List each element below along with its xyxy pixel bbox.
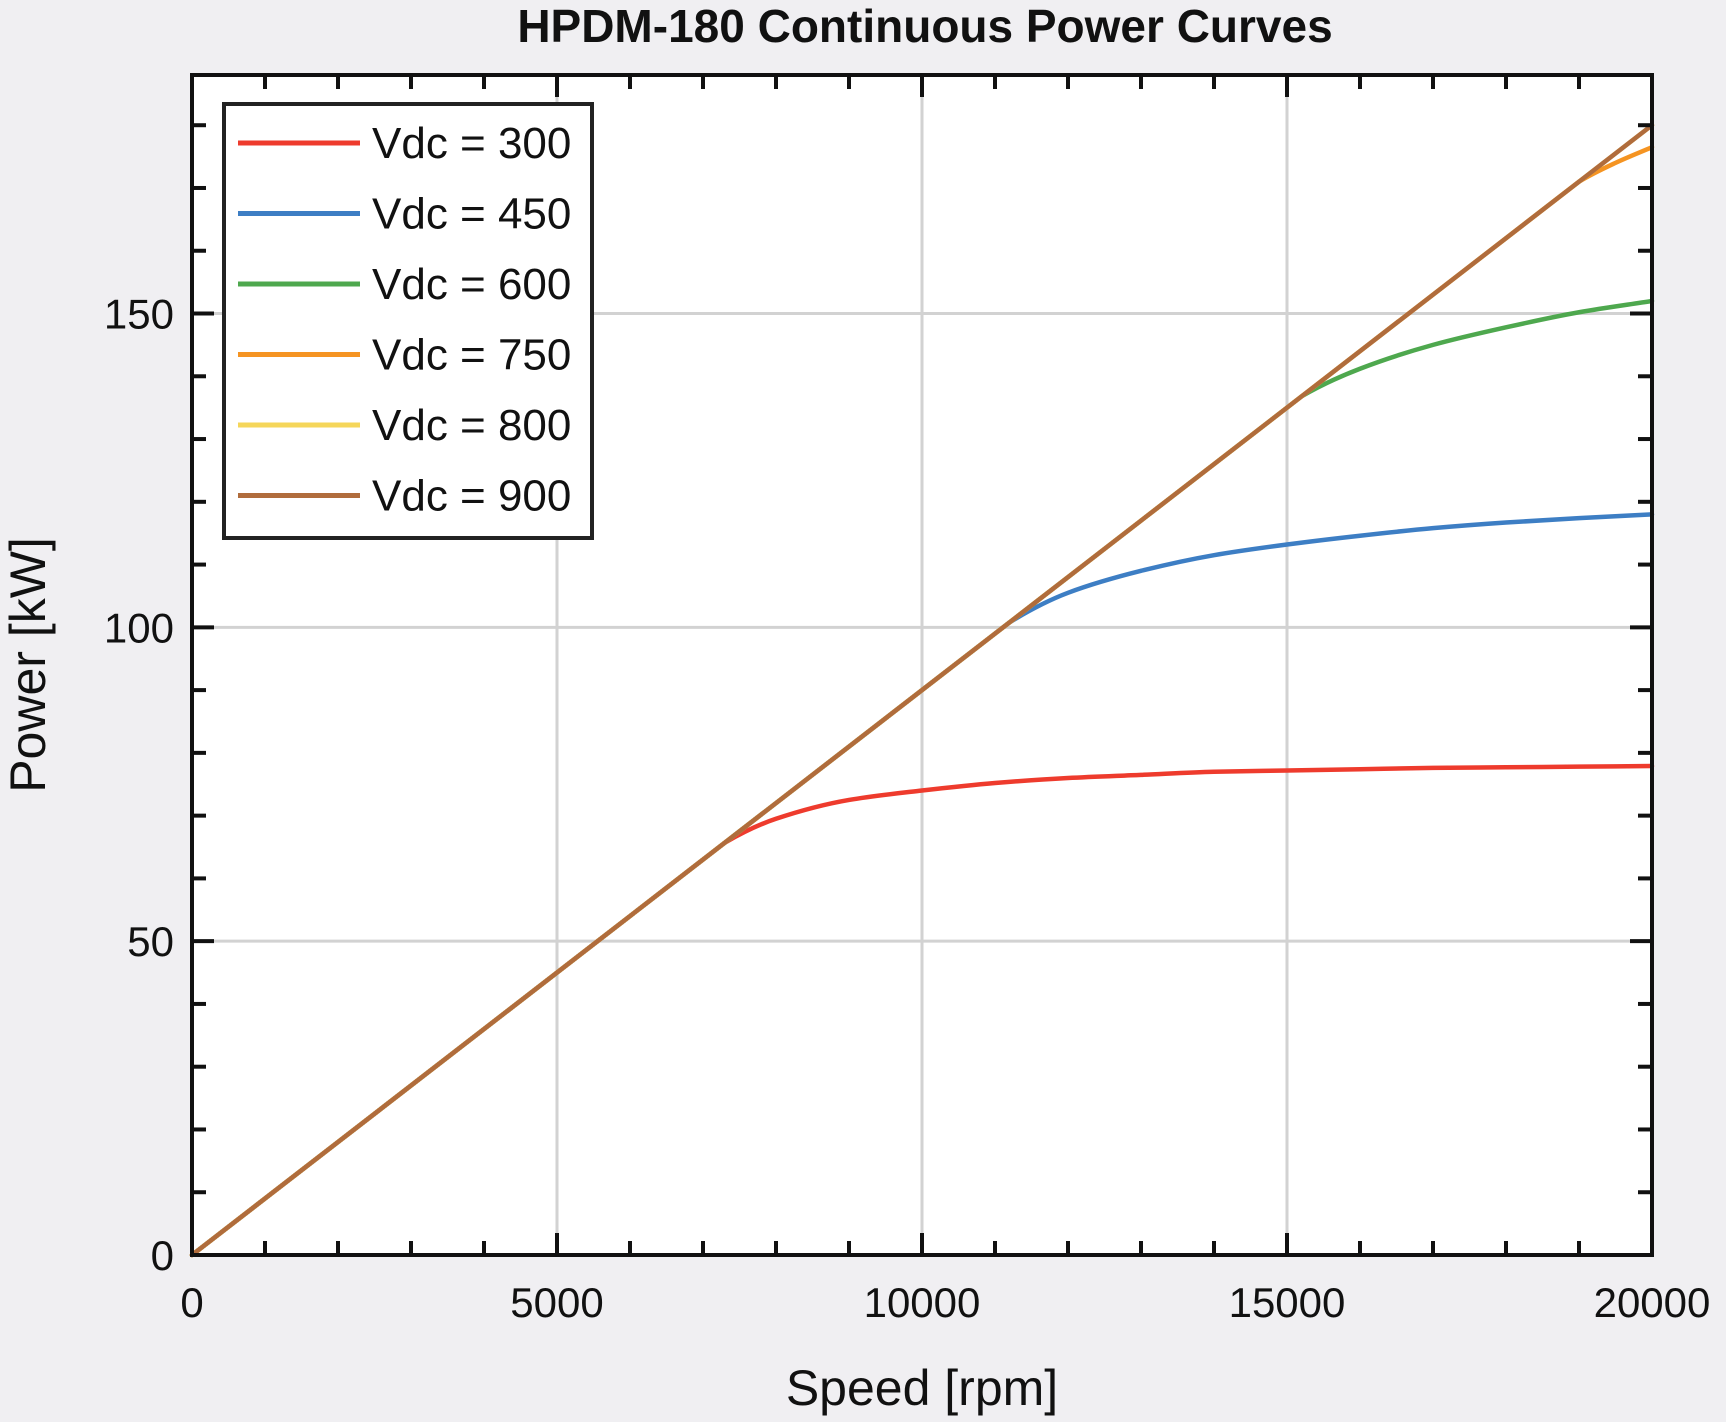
legend-item: Vdc = 900 <box>238 472 571 521</box>
legend-label: Vdc = 900 <box>372 472 571 521</box>
y-tick-label: 0 <box>151 1232 174 1279</box>
series-line-0 <box>189 763 1655 1258</box>
y-tick-label: 100 <box>104 604 174 651</box>
x-tick-label: 15000 <box>1229 1279 1346 1326</box>
legend: Vdc = 300 Vdc = 450 Vdc = 600 Vdc = 750 Vdc … <box>222 102 594 540</box>
series-line-2 <box>189 298 1655 1258</box>
x-tick-label: 20000 <box>1594 1279 1711 1326</box>
series-line-1 <box>189 512 1655 1258</box>
legend-box <box>222 102 594 540</box>
legend-item: Vdc = 450 <box>238 190 571 239</box>
legend-item: Vdc = 300 <box>238 119 571 168</box>
y-axis-label: Power [kW] <box>0 537 56 793</box>
data-series <box>189 122 1655 1258</box>
legend-label: Vdc = 300 <box>372 119 571 168</box>
series-line-5 <box>189 122 1655 1258</box>
legend-item: Vdc = 600 <box>238 260 571 309</box>
y-tick-label: 50 <box>127 918 174 965</box>
x-axis-label: Speed [rpm] <box>786 1360 1058 1416</box>
x-tick-label: 5000 <box>510 1279 603 1326</box>
axis-ticks <box>190 75 1654 1257</box>
x-tick-label: 10000 <box>864 1279 981 1326</box>
legend-item: Vdc = 800 <box>238 401 571 450</box>
legend-label: Vdc = 600 <box>372 260 571 309</box>
y-tick-label: 150 <box>104 291 174 338</box>
x-tick-label: 0 <box>180 1279 203 1326</box>
legend-label: Vdc = 800 <box>372 401 571 450</box>
legend-label: Vdc = 450 <box>372 190 571 239</box>
legend-item: Vdc = 750 <box>238 331 571 380</box>
chart-title: HPDM-180 Continuous Power Curves <box>517 0 1332 52</box>
legend-label: Vdc = 750 <box>372 331 571 380</box>
y-tick-labels: 0 50 100 150 <box>104 291 174 1279</box>
x-tick-labels: 0 5000 10000 15000 20000 <box>180 1279 1710 1326</box>
